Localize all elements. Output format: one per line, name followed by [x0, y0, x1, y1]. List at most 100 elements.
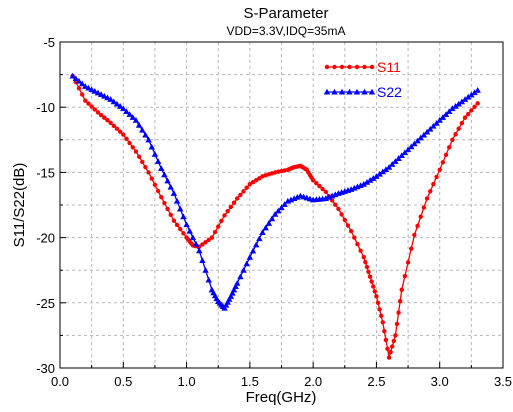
s11-point: [130, 145, 135, 150]
s22-point: [170, 190, 178, 196]
s11-point: [415, 223, 420, 229]
s22-point: [243, 260, 250, 267]
s22-point: [411, 140, 418, 147]
s22-point: [366, 177, 374, 183]
x-tick-label: 1.0: [178, 374, 196, 389]
s11-point: [462, 115, 468, 120]
s22-point: [88, 86, 95, 93]
s22-point: [395, 155, 402, 161]
s22-point: [227, 293, 235, 299]
s22-point: [189, 234, 197, 241]
s11-point: [235, 196, 240, 201]
s11-point: [367, 274, 373, 279]
s11-point: [465, 111, 471, 117]
s11-point: [124, 136, 129, 142]
series-s22: [69, 72, 481, 311]
s22-point: [401, 149, 409, 156]
s11-point: [174, 222, 180, 228]
s22-point: [246, 253, 254, 260]
s22-point: [408, 143, 415, 150]
s11-point: [399, 287, 404, 292]
legend-marker: [332, 64, 337, 70]
s11-point: [388, 349, 393, 355]
s11-point: [450, 137, 455, 142]
s11-point: [397, 298, 403, 304]
s11-point: [121, 132, 126, 137]
s22-point: [142, 131, 149, 138]
s22-point: [379, 168, 386, 175]
legend-marker: [339, 64, 345, 70]
x-tick-labels: 0.0 0.5 1.0 1.5 2.0 2.5 3.0 3.5: [51, 374, 512, 389]
s11-point: [383, 337, 389, 343]
s11-point: [437, 167, 442, 172]
plot-frame: [59, 41, 504, 369]
s11-point: [228, 204, 234, 210]
legend-marker: [362, 64, 367, 70]
s22-point: [259, 229, 266, 235]
s22-point: [107, 96, 114, 102]
s22-point: [389, 161, 396, 167]
s22-point: [420, 131, 428, 138]
s11-point: [83, 98, 88, 103]
s11-point: [375, 300, 381, 305]
s11-point: [310, 178, 316, 183]
s11-point: [447, 145, 452, 150]
s11-point: [178, 226, 183, 232]
s11-point: [342, 217, 347, 223]
legend-label: S11: [377, 59, 401, 75]
chart-subtitle: VDD=3.3V,IDQ=35mA: [227, 24, 346, 38]
s22-point: [471, 89, 478, 96]
s22-point: [256, 235, 263, 242]
s11-point: [361, 254, 366, 260]
legend-marker: [354, 64, 360, 70]
s11-point: [162, 200, 167, 206]
s11-point: [434, 174, 439, 180]
s22-point: [199, 257, 206, 263]
s11-point: [394, 321, 400, 327]
s11-point: [431, 181, 436, 187]
s22-point: [439, 114, 447, 120]
s22-point: [237, 273, 244, 280]
legend-marker: [368, 88, 376, 95]
legend-marker: [369, 64, 375, 70]
s11-point: [152, 182, 158, 187]
s22-point: [281, 201, 288, 207]
s22-point: [101, 92, 108, 99]
s22-point: [154, 158, 162, 164]
s11-point: [253, 178, 259, 183]
s11-point: [212, 229, 218, 235]
s22-point: [275, 207, 282, 214]
s22-point: [129, 114, 136, 120]
s22-point: [78, 80, 86, 87]
s11-point: [219, 218, 224, 224]
s22-point: [202, 267, 209, 273]
x-tick-label: 0.0: [51, 374, 69, 389]
s22-point: [265, 220, 273, 226]
s11-point: [159, 194, 164, 200]
x-tick-label: 2.5: [367, 374, 385, 389]
s22-point: [392, 158, 399, 164]
s11-point: [317, 183, 322, 189]
s11-point: [133, 149, 139, 154]
s11-point: [95, 110, 101, 115]
s11-point: [456, 126, 461, 131]
s22-point: [230, 286, 238, 293]
s22-point: [373, 173, 380, 179]
s11-point: [428, 189, 433, 194]
s11-point: [244, 185, 249, 190]
s22-point: [110, 98, 117, 105]
s22-point: [161, 171, 168, 178]
s11-point: [390, 344, 395, 349]
s11-point: [371, 284, 376, 289]
s11-point: [320, 186, 325, 192]
s22-point: [104, 94, 111, 101]
legend-entry-s11: S11: [324, 59, 401, 75]
s22-point: [414, 137, 421, 144]
s11-point: [336, 206, 341, 212]
s22-point: [458, 98, 466, 105]
s22-point: [430, 122, 437, 129]
s11-point: [200, 242, 205, 247]
s22-point: [82, 83, 89, 89]
